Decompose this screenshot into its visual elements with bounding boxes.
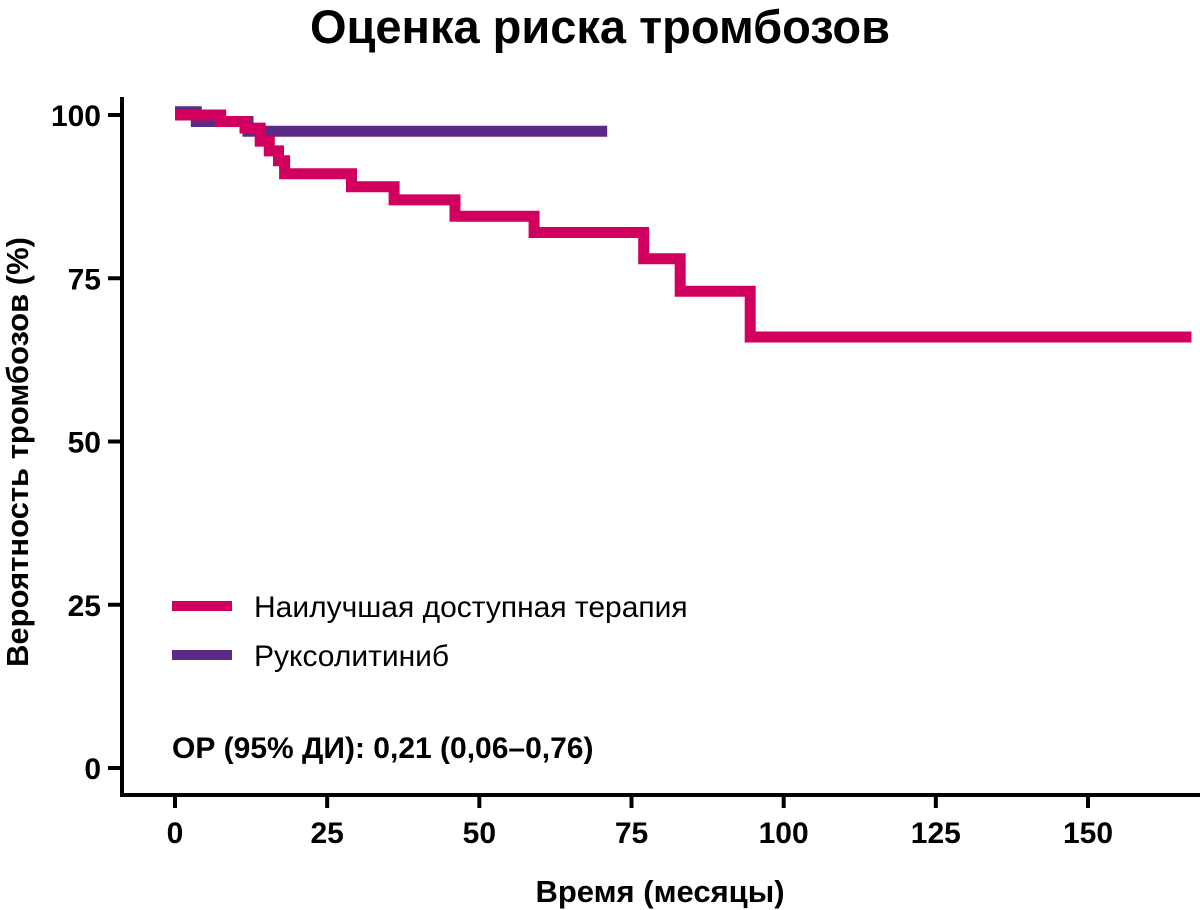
x-tick-label: 50 <box>463 817 496 850</box>
y-tick-label: 50 <box>68 427 101 460</box>
legend-label-bat: Наилучшая доступная терапия <box>254 591 688 624</box>
x-tick-label: 100 <box>759 817 809 850</box>
chart-title: Оценка риска тромбозов <box>309 0 891 53</box>
ticks: 0 25 50 75 100 125 150 0 25 50 75 100 <box>51 100 1113 850</box>
y-tick-label: 100 <box>51 100 101 133</box>
x-tick-label: 150 <box>1063 817 1113 850</box>
axes <box>120 97 1200 797</box>
x-tick-label: 125 <box>911 817 961 850</box>
x-tick-label: 75 <box>615 817 648 850</box>
x-tick-label: 0 <box>167 817 184 850</box>
y-tick-label: 25 <box>68 590 101 623</box>
series-lines <box>175 106 1192 343</box>
y-axis-title: Вероятность тромбозов (%) <box>0 237 35 667</box>
x-tick-label: 25 <box>310 817 343 850</box>
x-axis-title: Время (месяцы) <box>535 874 784 909</box>
y-tick-label: 0 <box>84 753 101 786</box>
series-line-bat <box>175 109 1192 343</box>
legend-label-rux: Руксолитиниб <box>254 640 449 673</box>
legend: Наилучшая доступная терапия Руксолитиниб <box>172 591 688 673</box>
hazard-ratio-annotation: ОР (95% ДИ): 0,21 (0,06–0,76) <box>172 732 593 765</box>
y-tick-label: 75 <box>68 263 101 296</box>
